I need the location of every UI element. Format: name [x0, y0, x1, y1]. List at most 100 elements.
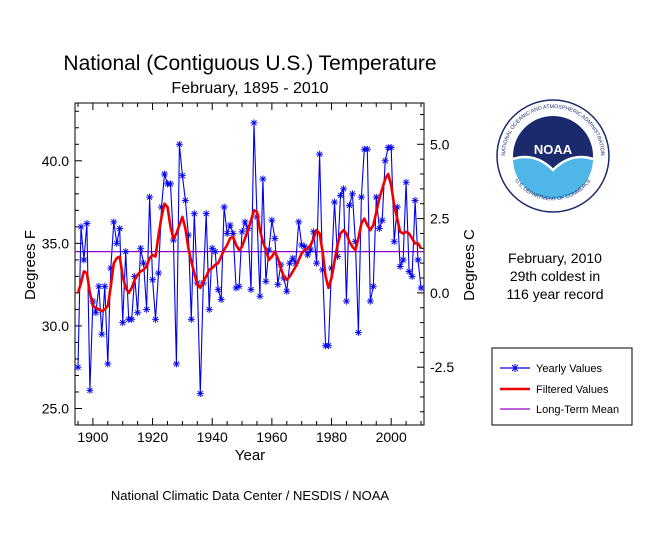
yearly-point — [357, 193, 365, 201]
x-tick-label: 1940 — [197, 429, 228, 445]
legend-box — [491, 347, 633, 426]
yearly-point — [339, 185, 347, 193]
yearly-point — [175, 140, 183, 148]
yearly-point — [271, 234, 279, 242]
yearly-point — [122, 248, 130, 256]
yearly-point — [143, 305, 151, 313]
yearly-point — [250, 119, 258, 127]
yearly-point — [331, 198, 339, 206]
yearly-point — [363, 145, 371, 153]
yearly-point — [396, 262, 404, 270]
yearly-point — [166, 180, 174, 188]
y-axis-label: Degrees F — [22, 230, 39, 300]
yearly-point — [336, 191, 344, 199]
yearly-point — [149, 276, 157, 284]
yearly-point — [140, 259, 148, 267]
yearly-point — [110, 218, 118, 226]
y-right-tick-label: 5.0 — [430, 136, 450, 152]
yearly-point — [92, 309, 100, 317]
yearly-point — [223, 229, 231, 237]
legend: Yearly Values Filtered Values Long-Term … — [491, 347, 633, 426]
yearly-point — [98, 330, 106, 338]
filtered-values-line — [76, 172, 423, 313]
y-right-tick-label: 2.5 — [430, 211, 450, 227]
legend-filtered-label: Filtered Values — [536, 384, 609, 396]
yearly-point — [217, 296, 225, 304]
yearly-point — [214, 286, 222, 294]
y-right-axis-label: Degrees C — [461, 229, 478, 301]
yearly-point — [354, 329, 362, 337]
yearly-point — [289, 254, 297, 262]
y-tick-label: 25.0 — [42, 400, 69, 416]
yearly-point — [399, 256, 407, 264]
logo-bird-wave — [513, 157, 593, 199]
yearly-point — [369, 282, 377, 290]
yearly-point — [178, 172, 186, 180]
yearly-point — [262, 277, 270, 285]
yearly-point — [160, 170, 168, 178]
x-tick-label: 1900 — [77, 429, 108, 445]
x-tick-label: 2000 — [376, 429, 407, 445]
yearly-point — [196, 390, 204, 398]
yearly-point — [405, 267, 413, 275]
x-axis-label: Year — [235, 447, 265, 464]
yearly-point — [128, 315, 136, 323]
y-tick-label: 40.0 — [42, 153, 69, 169]
yearly-point — [241, 218, 249, 226]
x-axis-ticks: 1900 1920 1940 1960 1980 2000 — [77, 103, 422, 445]
annotation-line-3: 116 year record — [506, 286, 603, 302]
yearly-point — [274, 281, 282, 289]
logo-bird-outline — [512, 155, 594, 172]
yearly-point — [113, 239, 121, 247]
yearly-point — [116, 224, 124, 232]
y-right-axis-ticks: -2.5 0.0 2.5 5.0 — [417, 114, 454, 413]
yearly-point — [172, 360, 180, 368]
yearly-point — [187, 315, 195, 323]
yearly-point — [74, 363, 82, 371]
yearly-point — [417, 284, 425, 292]
yearly-point — [155, 269, 163, 277]
yearly-point — [220, 203, 228, 211]
annotation-line-2: 29th coldest in — [510, 268, 600, 284]
yearly-point — [387, 144, 395, 152]
yearly-point — [77, 223, 85, 231]
yearly-point — [375, 224, 383, 232]
yearly-point — [181, 196, 189, 204]
yearly-point — [325, 342, 333, 350]
legend-yearly-marker — [511, 364, 519, 372]
footer-credit: National Climatic Data Center / NESDIS /… — [111, 488, 389, 503]
chart-subtitle: February, 1895 - 2010 — [171, 80, 328, 97]
yearly-point — [247, 286, 255, 294]
yearly-point — [348, 190, 356, 198]
y-axis-ticks: 25.0 30.0 35.0 40.0 — [42, 110, 82, 416]
yearly-point — [313, 259, 321, 267]
legend-yearly-label: Yearly Values — [536, 363, 603, 375]
x-tick-label: 1980 — [316, 429, 347, 445]
yearly-point — [286, 259, 294, 267]
yearly-point — [411, 196, 419, 204]
legend-mean-label: Long-Term Mean — [536, 404, 619, 416]
chart-title: National (Contiguous U.S.) Temperature — [63, 52, 436, 75]
yearly-point — [238, 228, 246, 236]
yearly-values-line — [77, 122, 422, 394]
yearly-point — [80, 256, 88, 264]
yearly-point — [134, 309, 142, 317]
yearly-point — [235, 282, 243, 290]
plot-frame — [74, 102, 425, 426]
yearly-point — [259, 175, 267, 183]
yearly-point — [304, 251, 312, 259]
yearly-values-series — [74, 119, 425, 398]
yearly-point — [95, 282, 103, 290]
yearly-point — [104, 360, 112, 368]
yearly-point — [316, 150, 324, 158]
yearly-point — [372, 193, 380, 201]
yearly-point — [366, 297, 374, 305]
noaa-logo: NOAA NATIONAL OCEANIC AND ATMOSPHERIC AD… — [496, 99, 610, 213]
yearly-point — [202, 210, 210, 218]
annotation-line-1: February, 2010 — [508, 250, 602, 266]
yearly-point — [146, 193, 154, 201]
yearly-point — [283, 287, 291, 295]
filtered-values-series — [76, 172, 423, 313]
yearly-point — [83, 220, 91, 228]
